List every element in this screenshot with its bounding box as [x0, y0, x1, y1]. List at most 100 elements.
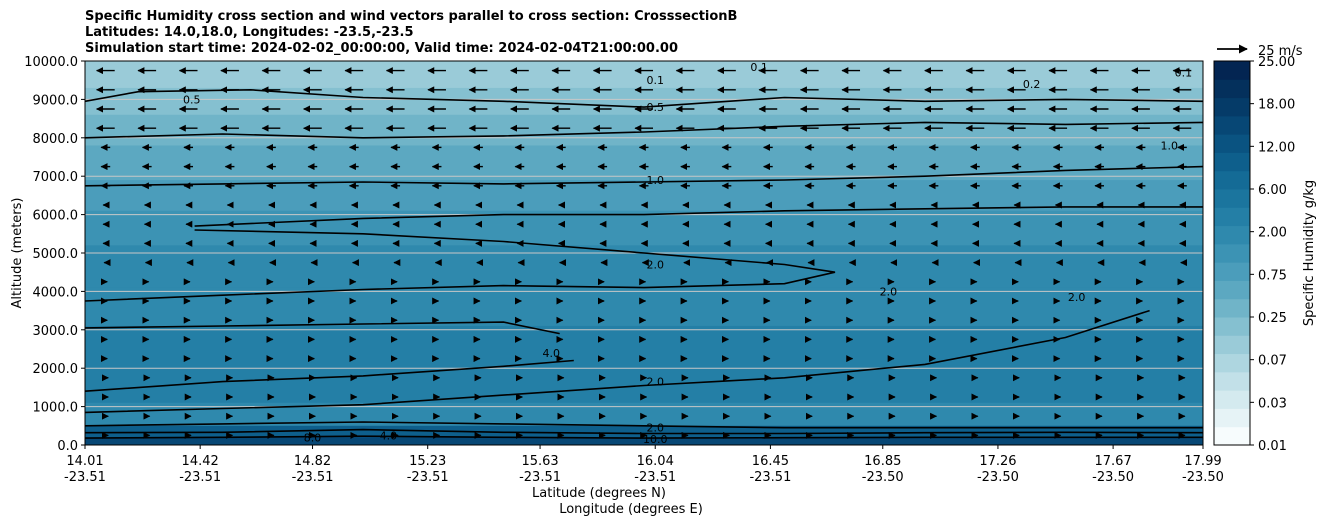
contour-label: 0.1: [750, 61, 768, 74]
x-tick-label-lat: 16.85: [864, 454, 901, 469]
colorbar-swatch: [1214, 262, 1250, 281]
x-axis-ticks: 14.01-23.5114.42-23.5114.82-23.5115.23-2…: [64, 445, 1224, 485]
contour-labels: 0.1 0.5 1.0 2.0 4.0 2.0 2.0 8.0 4.0 10.0 0.5 2.0 2.0…: [183, 61, 1192, 446]
colorbar-swatch: [1214, 335, 1250, 355]
y-tick-label: 10000.0: [24, 55, 78, 70]
contour-label: 0.1: [646, 74, 664, 87]
y-tick-label: 8000.0: [33, 132, 79, 147]
colorbar-swatch: [1214, 353, 1250, 373]
colorbar-swatch: [1214, 189, 1250, 208]
contour-label: 4.0: [380, 429, 398, 442]
x-tick-label-lat: 15.23: [409, 454, 446, 469]
colorbar-tick-label: 0.03: [1258, 396, 1287, 411]
x-axis-label-longitude: Longitude (degrees E): [559, 502, 703, 517]
contour-label: 0.5: [183, 93, 201, 106]
x-tick-label-lon: -23.50: [1182, 470, 1224, 485]
chart-title-line-2: Latitudes: 14.0,18.0, Longitudes: -23.5,…: [85, 25, 414, 40]
contour-line: [85, 359, 574, 392]
colorbar-swatch: [1214, 243, 1250, 263]
colorbar-tick-label: 0.75: [1258, 268, 1287, 283]
colorbar-swatch: [1214, 390, 1250, 409]
y-axis-label: Altitude (meters): [10, 198, 25, 309]
contour-label: 0.5: [646, 101, 664, 114]
colorbar-swatch: [1214, 170, 1250, 190]
wind-key-label: 25 m/s: [1258, 44, 1303, 59]
colorbar-swatch: [1214, 152, 1250, 172]
x-tick-label-lat: 16.04: [637, 454, 674, 469]
colorbar-tick-label: 2.00: [1258, 226, 1287, 241]
y-tick-label: 3000.0: [33, 324, 79, 339]
colorbar-label: Specific Humidity g/kg: [1302, 180, 1317, 326]
y-axis-ticks: 0.0 1000.0 2000.0 3000.0 4000.0 5000.0 6000.0 7…: [24, 55, 85, 454]
colorbar-swatch: [1214, 134, 1250, 153]
x-tick-label-lon: -23.50: [977, 470, 1019, 485]
contour-label: 2.0: [880, 285, 898, 298]
contour-label: 10.0: [643, 433, 668, 446]
colorbar-swatch: [1214, 225, 1250, 245]
contour-label: 2.0: [646, 376, 664, 389]
x-tick-label-lat: 16.45: [752, 454, 789, 469]
contour-label: 4.0: [543, 347, 561, 360]
x-tick-label-lon: -23.51: [634, 470, 676, 485]
x-tick-label-lat: 14.82: [294, 454, 331, 469]
y-tick-label: 2000.0: [33, 362, 79, 377]
x-tick-label-lon: -23.50: [1092, 470, 1134, 485]
colorbar-swatch: [1214, 79, 1250, 99]
colorbar-swatch: [1214, 371, 1250, 391]
y-tick-label: 1000.0: [33, 401, 79, 416]
x-tick-label-lat: 17.26: [979, 454, 1016, 469]
colorbar-swatch: [1214, 298, 1250, 318]
colorbar-swatch: [1214, 115, 1250, 135]
chart-title-line-1: Specific Humidity cross section and wind…: [85, 9, 738, 24]
colorbar-tick-label: 18.00: [1258, 98, 1295, 113]
x-tick-label-lat: 14.42: [182, 454, 219, 469]
contour-label: 0.2: [1023, 78, 1041, 91]
y-tick-label: 9000.0: [33, 93, 79, 108]
humidity-band: [85, 437, 1203, 445]
x-tick-label-lon: -23.51: [749, 470, 791, 485]
contour-label: 1.0: [646, 174, 664, 187]
colorbar-swatch: [1214, 61, 1250, 80]
x-tick-label-lon: -23.51: [292, 470, 334, 485]
colorbar-ticks: 0.01 0.03 0.07 0.25 0.75 2.00 6.00 12.00 18.00 25…: [1250, 55, 1295, 454]
colorbar-tick-label: 0.25: [1258, 311, 1287, 326]
colorbar-tick-label: 25.00: [1258, 55, 1295, 70]
x-axis-label-latitude: Latitude (degrees N): [532, 486, 666, 501]
y-tick-label: 0.0: [57, 439, 78, 454]
x-tick-label-lat: 17.99: [1184, 454, 1221, 469]
x-tick-label-lon: -23.51: [179, 470, 221, 485]
contour-line: [85, 121, 1203, 139]
contour-label: 2.0: [646, 259, 664, 272]
x-tick-label-lon: -23.51: [64, 470, 106, 485]
colorbar-tick-label: 0.07: [1258, 354, 1287, 369]
y-tick-label: 4000.0: [33, 285, 79, 300]
contour-label: 1.0: [1161, 139, 1179, 152]
colorbar: [1214, 61, 1250, 446]
y-tick-label: 5000.0: [33, 247, 79, 262]
colorbar-swatch: [1214, 317, 1250, 336]
x-tick-label-lon: -23.50: [862, 470, 904, 485]
x-tick-label-lat: 14.01: [66, 454, 103, 469]
colorbar-swatch: [1214, 426, 1250, 446]
x-tick-label-lat: 15.63: [521, 454, 558, 469]
colorbar-swatch: [1214, 280, 1250, 300]
x-tick-label-lon: -23.51: [407, 470, 449, 485]
contour-line: [194, 206, 1203, 227]
contour-line: [85, 421, 1203, 429]
x-tick-label-lon: -23.51: [519, 470, 561, 485]
colorbar-tick-label: 12.00: [1258, 140, 1295, 155]
contour-line: [85, 321, 560, 335]
colorbar-swatch: [1214, 207, 1250, 227]
colorbar-tick-label: 0.01: [1258, 439, 1287, 454]
wind-vectors: [96, 67, 1192, 439]
colorbar-swatch: [1214, 408, 1250, 428]
colorbar-swatch: [1214, 97, 1250, 117]
contour-label: 2.0: [646, 422, 664, 435]
chart-title-line-3: Simulation start time: 2024-02-02_00:00:…: [85, 41, 678, 56]
contour-label: 0.1: [1175, 67, 1193, 80]
contour-line: [85, 88, 1203, 108]
contour-label: 2.0: [1068, 291, 1086, 304]
contour-line: [85, 309, 1150, 414]
contour-label: 8.0: [304, 431, 322, 444]
